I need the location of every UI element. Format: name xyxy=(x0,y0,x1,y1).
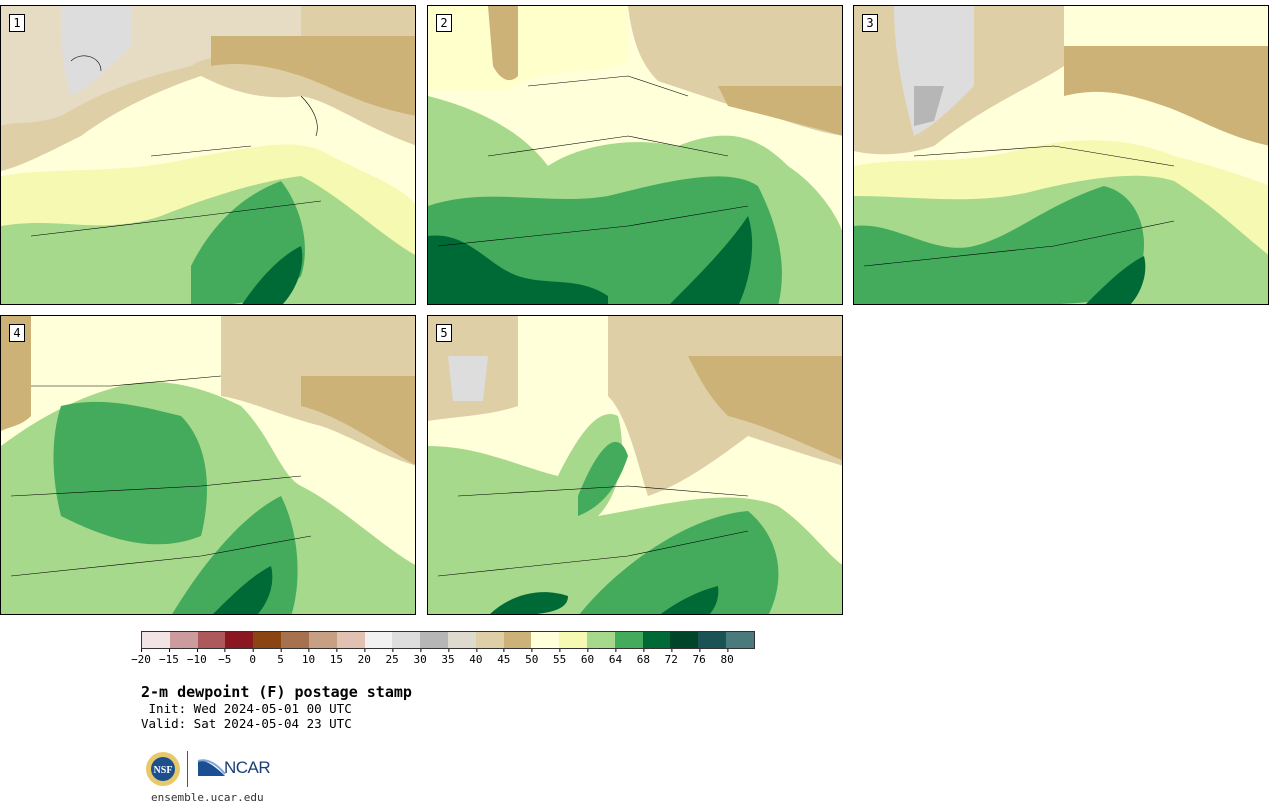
logo-divider xyxy=(187,751,188,787)
map-panel-3: 3 xyxy=(853,5,1269,305)
colorbar-tick-label: 15 xyxy=(329,649,343,666)
colorbar-swatch xyxy=(642,632,671,648)
colorbar-swatch xyxy=(531,632,560,648)
panel-number: 1 xyxy=(9,14,25,32)
init-time: Init: Wed 2024-05-01 00 UTC xyxy=(141,701,352,716)
colorbar-swatch xyxy=(253,632,282,648)
colorbar-swatch xyxy=(559,632,587,648)
nsf-logo-text: NSF xyxy=(154,765,173,776)
map-panel-4: 4 xyxy=(0,315,416,615)
colorbar-tick-label: 80 xyxy=(720,649,734,666)
colorbar-tick-label: −10 xyxy=(186,649,207,666)
colorbar-swatch xyxy=(726,632,754,648)
colorbar-tick-label: 55 xyxy=(553,649,567,666)
site-url: ensemble.ucar.edu xyxy=(151,791,264,804)
colorbar-swatch xyxy=(392,632,421,648)
ncar-logo-text: NCAR xyxy=(224,758,271,777)
colorbar-tick-label: 35 xyxy=(441,649,455,666)
map-panel-5: 5 xyxy=(427,315,843,615)
panel-number: 3 xyxy=(862,14,878,32)
colorbar-swatch xyxy=(197,632,226,648)
colorbar-swatch xyxy=(364,632,393,648)
colorbar-swatch xyxy=(447,632,476,648)
colorbar-swatch xyxy=(503,632,532,648)
colorbar-swatch xyxy=(225,632,254,648)
colorbar-swatch xyxy=(698,632,727,648)
colorbar-tick-label: 20 xyxy=(357,649,371,666)
colorbar-tick-label: 72 xyxy=(664,649,678,666)
colorbar-tick-label: 5 xyxy=(277,649,284,666)
nsf-logo: NSF xyxy=(146,752,180,786)
panel-number: 5 xyxy=(436,324,452,342)
panel-number: 4 xyxy=(9,324,25,342)
colorbar-swatch xyxy=(336,632,365,648)
colorbar-tick-label: 76 xyxy=(692,649,706,666)
colorbar-tick-label: −5 xyxy=(218,649,232,666)
colorbar-swatch xyxy=(420,632,448,648)
colorbar-swatch xyxy=(670,632,699,648)
colorbar-tick-label: 40 xyxy=(469,649,483,666)
colorbar-tick-labels: −20 −15 −10 −5 0 5 10 15 20 25 30 35 40 45 50 55 60 64 68 7… xyxy=(131,649,755,666)
colorbar-tick-label: −20 xyxy=(131,649,151,666)
colorbar-tick-label: 25 xyxy=(385,649,399,666)
plot-title: 2-m dewpoint (F) postage stamp xyxy=(141,683,412,701)
colorbar-tick-label: 60 xyxy=(580,649,595,666)
colorbar-tick-label: 30 xyxy=(413,649,427,666)
colorbar-swatch xyxy=(142,632,170,648)
colorbar-swatch xyxy=(614,632,643,648)
colorbar-tick-label: 0 xyxy=(249,649,256,666)
valid-time: Valid: Sat 2024-05-04 23 UTC xyxy=(141,716,352,731)
dewpoint-colorbar xyxy=(141,631,755,649)
panel-number: 2 xyxy=(436,14,452,32)
ncar-logo-mark xyxy=(197,759,226,776)
colorbar-swatch xyxy=(169,632,198,648)
map-panel-1: 1 xyxy=(0,5,416,305)
colorbar-swatch xyxy=(308,632,337,648)
colorbar-tick-label: 45 xyxy=(497,649,511,666)
colorbar-tick-label: 68 xyxy=(636,649,650,666)
colorbar-tick-label: 50 xyxy=(525,649,539,666)
colorbar-swatch xyxy=(281,632,309,648)
map-panel-2: 2 xyxy=(427,5,843,305)
colorbar-tick-label: −15 xyxy=(158,649,179,666)
colorbar-tick-label: 64 xyxy=(608,649,623,666)
colorbar-swatch xyxy=(475,632,504,648)
colorbar-tick-label: 10 xyxy=(301,649,316,666)
colorbar-swatch xyxy=(587,632,615,648)
